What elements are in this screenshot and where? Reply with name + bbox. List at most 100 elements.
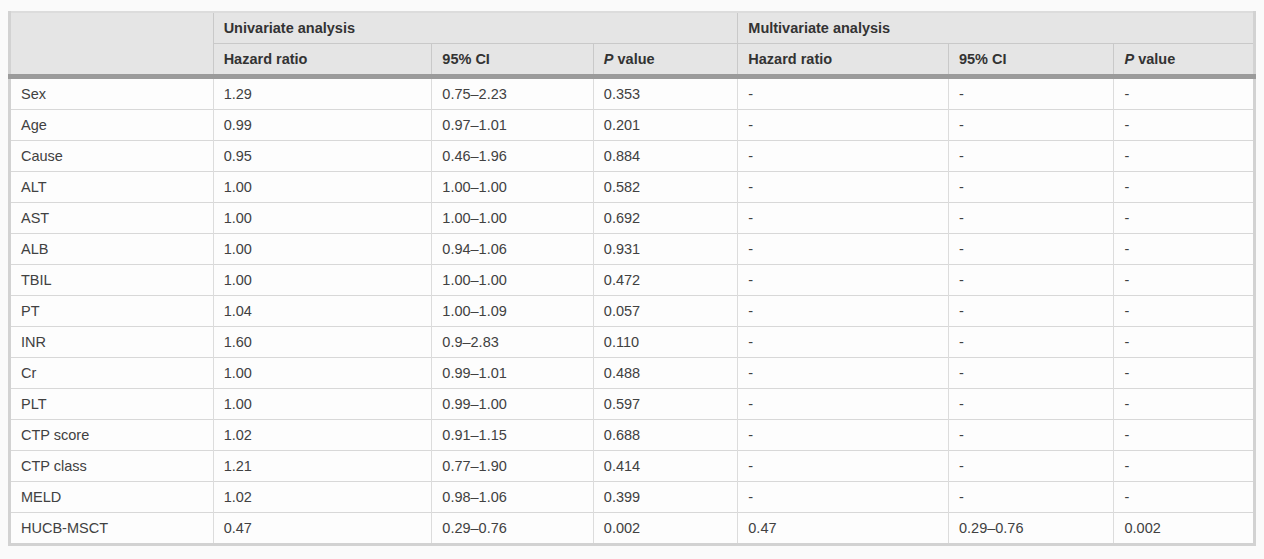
multi-p-cell: -	[1114, 296, 1255, 327]
multi-hr-cell: -	[738, 358, 949, 389]
multi-ci-cell: -	[948, 296, 1114, 327]
multi-p-cell: -	[1114, 389, 1255, 420]
uni-hr-cell: 1.04	[213, 296, 432, 327]
uni-ci-cell: 0.99–1.01	[432, 358, 594, 389]
group-header-row: Univariate analysis Multivariate analysi…	[10, 12, 1255, 44]
row-label-cell: Cause	[10, 141, 214, 172]
row-label-cell: PT	[10, 296, 214, 327]
uni-hr-cell: 1.00	[213, 172, 432, 203]
multi-hr-cell: -	[738, 203, 949, 234]
uni-hr-cell: 0.95	[213, 141, 432, 172]
uni-hr-cell: 1.00	[213, 234, 432, 265]
uni-ci-cell: 0.9–2.83	[432, 327, 594, 358]
multi-p-cell: -	[1114, 234, 1255, 265]
table-row: INR 1.60 0.9–2.83 0.110 - - -	[10, 327, 1255, 358]
uni-p-cell: 0.931	[593, 234, 737, 265]
col-header-multi-pvalue: P value	[1114, 44, 1255, 77]
row-label-cell: ALB	[10, 234, 214, 265]
multi-hr-cell: -	[738, 327, 949, 358]
table-row: Cr 1.00 0.99–1.01 0.488 - - -	[10, 358, 1255, 389]
multi-hr-cell: -	[738, 77, 949, 110]
multi-p-cell: -	[1114, 358, 1255, 389]
uni-ci-cell: 0.75–2.23	[432, 77, 594, 110]
multi-ci-cell: -	[948, 389, 1114, 420]
multi-ci-cell: -	[948, 203, 1114, 234]
multi-hr-cell: -	[738, 110, 949, 141]
uni-hr-cell: 1.00	[213, 265, 432, 296]
table-row: ALB 1.00 0.94–1.06 0.931 - - -	[10, 234, 1255, 265]
uni-hr-cell: 1.02	[213, 482, 432, 513]
multi-p-cell: -	[1114, 77, 1255, 110]
row-label-cell: HUCB-MSCT	[10, 513, 214, 545]
cox-regression-table: Univariate analysis Multivariate analysi…	[8, 11, 1256, 546]
uni-ci-cell: 0.98–1.06	[432, 482, 594, 513]
multi-ci-cell: -	[948, 420, 1114, 451]
table-row: Sex 1.29 0.75–2.23 0.353 - - -	[10, 77, 1255, 110]
multi-ci-cell: -	[948, 451, 1114, 482]
p-value-label: value	[1134, 51, 1175, 67]
row-label-cell: ALT	[10, 172, 214, 203]
uni-p-cell: 0.692	[593, 203, 737, 234]
uni-hr-cell: 1.21	[213, 451, 432, 482]
row-label-cell: MELD	[10, 482, 214, 513]
row-label-cell: Cr	[10, 358, 214, 389]
page: Univariate analysis Multivariate analysi…	[0, 0, 1264, 559]
uni-hr-cell: 1.00	[213, 389, 432, 420]
uni-p-cell: 0.688	[593, 420, 737, 451]
multi-hr-cell: -	[738, 389, 949, 420]
multi-hr-cell: 0.47	[738, 513, 949, 545]
uni-ci-cell: 0.94–1.06	[432, 234, 594, 265]
uni-hr-cell: 0.47	[213, 513, 432, 545]
multi-ci-cell: 0.29–0.76	[948, 513, 1114, 545]
multi-p-cell: -	[1114, 203, 1255, 234]
p-italic-label: P	[1124, 51, 1134, 67]
uni-p-cell: 0.597	[593, 389, 737, 420]
multi-ci-cell: -	[948, 141, 1114, 172]
multi-ci-cell: -	[948, 77, 1114, 110]
col-header-uni-pvalue: P value	[593, 44, 737, 77]
uni-ci-cell: 1.00–1.00	[432, 203, 594, 234]
uni-ci-cell: 0.46–1.96	[432, 141, 594, 172]
uni-p-cell: 0.002	[593, 513, 737, 545]
col-header-uni-ci: 95% CI	[432, 44, 594, 77]
table-row: Age 0.99 0.97–1.01 0.201 - - -	[10, 110, 1255, 141]
uni-ci-cell: 1.00–1.00	[432, 265, 594, 296]
table-header: Univariate analysis Multivariate analysi…	[10, 12, 1255, 77]
uni-hr-cell: 1.00	[213, 358, 432, 389]
table-row: PT 1.04 1.00–1.09 0.057 - - -	[10, 296, 1255, 327]
uni-ci-cell: 0.91–1.15	[432, 420, 594, 451]
row-label-cell: Age	[10, 110, 214, 141]
uni-ci-cell: 1.00–1.09	[432, 296, 594, 327]
multi-hr-cell: -	[738, 482, 949, 513]
col-header-multi-ci: 95% CI	[948, 44, 1114, 77]
uni-hr-cell: 0.99	[213, 110, 432, 141]
uni-p-cell: 0.884	[593, 141, 737, 172]
multi-hr-cell: -	[738, 451, 949, 482]
uni-p-cell: 0.582	[593, 172, 737, 203]
row-label-cell: TBIL	[10, 265, 214, 296]
uni-hr-cell: 1.29	[213, 77, 432, 110]
uni-p-cell: 0.472	[593, 265, 737, 296]
uni-ci-cell: 0.99–1.00	[432, 389, 594, 420]
multi-p-cell: -	[1114, 482, 1255, 513]
col-header-uni-hazard-ratio: Hazard ratio	[213, 44, 432, 77]
table-row: HUCB-MSCT 0.47 0.29–0.76 0.002 0.47 0.29…	[10, 513, 1255, 545]
uni-p-cell: 0.488	[593, 358, 737, 389]
multi-ci-cell: -	[948, 327, 1114, 358]
uni-hr-cell: 1.00	[213, 203, 432, 234]
row-label-cell: AST	[10, 203, 214, 234]
multi-p-cell: 0.002	[1114, 513, 1255, 545]
uni-hr-cell: 1.02	[213, 420, 432, 451]
uni-p-cell: 0.353	[593, 77, 737, 110]
multi-p-cell: -	[1114, 110, 1255, 141]
row-label-cell: INR	[10, 327, 214, 358]
multi-p-cell: -	[1114, 327, 1255, 358]
multi-hr-cell: -	[738, 141, 949, 172]
multi-ci-cell: -	[948, 482, 1114, 513]
table-row: PLT 1.00 0.99–1.00 0.597 - - -	[10, 389, 1255, 420]
p-italic-label: P	[604, 51, 614, 67]
group-header-univariate: Univariate analysis	[213, 12, 738, 44]
uni-ci-cell: 0.29–0.76	[432, 513, 594, 545]
uni-p-cell: 0.414	[593, 451, 737, 482]
uni-ci-cell: 0.97–1.01	[432, 110, 594, 141]
